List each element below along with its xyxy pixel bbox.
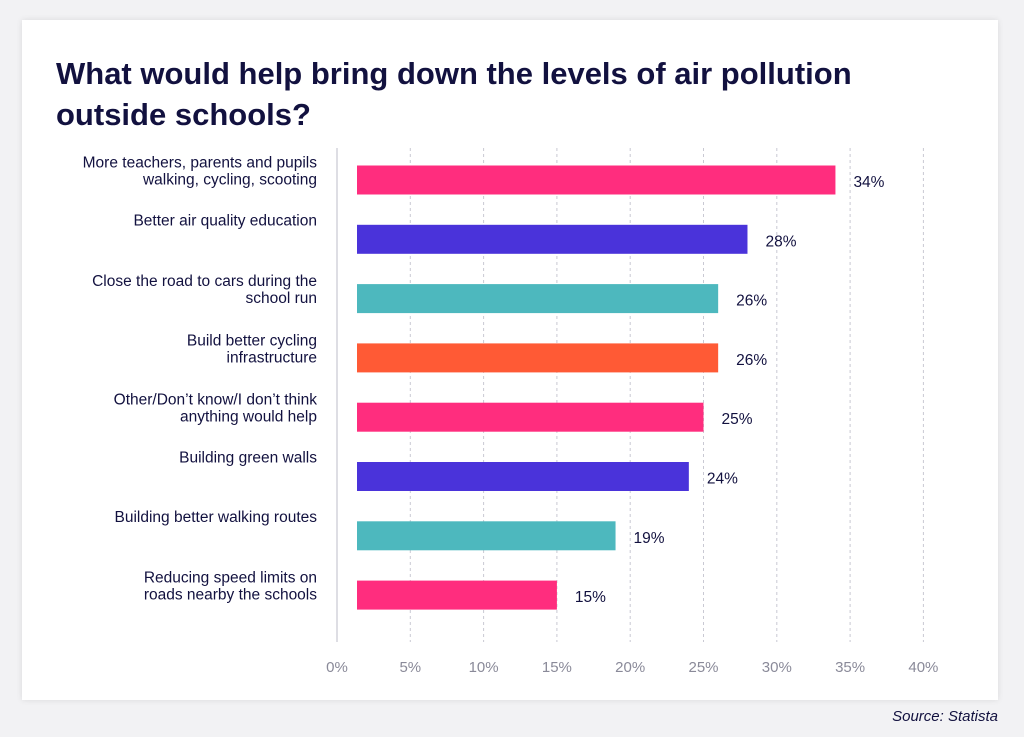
- x-tick-label: 35%: [835, 659, 865, 676]
- data-label: 28%: [765, 233, 796, 250]
- bar: [357, 284, 719, 314]
- x-tick-label: 25%: [688, 659, 718, 676]
- category-label: Reducing speed limits on: [144, 570, 317, 587]
- data-label: 25%: [722, 411, 753, 428]
- category-label: Better air quality education: [133, 212, 317, 229]
- category-label: Build better cycling: [187, 332, 317, 349]
- x-tick-label: 0%: [326, 659, 348, 676]
- data-label: 26%: [736, 352, 767, 369]
- category-label: roads nearby the schools: [144, 587, 317, 604]
- x-tick-label: 20%: [615, 659, 645, 676]
- category-label: More teachers, parents and pupils: [83, 155, 318, 172]
- bar: [357, 224, 748, 254]
- data-label: 34%: [853, 174, 884, 191]
- category-label: school run: [245, 290, 317, 307]
- data-label: 26%: [736, 293, 767, 310]
- category-label: walking, cycling, scooting: [142, 172, 317, 189]
- category-label: Other/Don’t know/I don’t think: [114, 392, 318, 409]
- x-tick-label: 40%: [908, 659, 938, 676]
- bar: [357, 343, 719, 373]
- chart-card: What would help bring down the levels of…: [22, 20, 998, 700]
- data-label: 24%: [707, 471, 738, 488]
- data-label: 19%: [634, 530, 665, 547]
- x-tick-label: 15%: [542, 659, 572, 676]
- data-label: 15%: [575, 589, 606, 606]
- bar: [357, 165, 836, 195]
- bar-chart: 34% More teachers, parents and pupilswalk…: [83, 148, 938, 676]
- bar: [357, 521, 616, 551]
- category-label: Building better walking routes: [115, 509, 318, 526]
- source-note: Source: Statista: [892, 708, 998, 725]
- x-tick-label: 5%: [399, 659, 421, 676]
- bar: [357, 402, 704, 432]
- category-label: Close the road to cars during the: [92, 273, 317, 290]
- x-tick-label: 10%: [469, 659, 499, 676]
- category-label: anything would help: [180, 409, 317, 426]
- bar: [357, 580, 557, 610]
- category-label: infrastructure: [227, 349, 317, 366]
- bar: [357, 462, 689, 491]
- x-tick-label: 30%: [762, 659, 792, 676]
- chart-title: What would help bring down the levels of…: [56, 56, 852, 132]
- category-label: Building green walls: [179, 450, 317, 467]
